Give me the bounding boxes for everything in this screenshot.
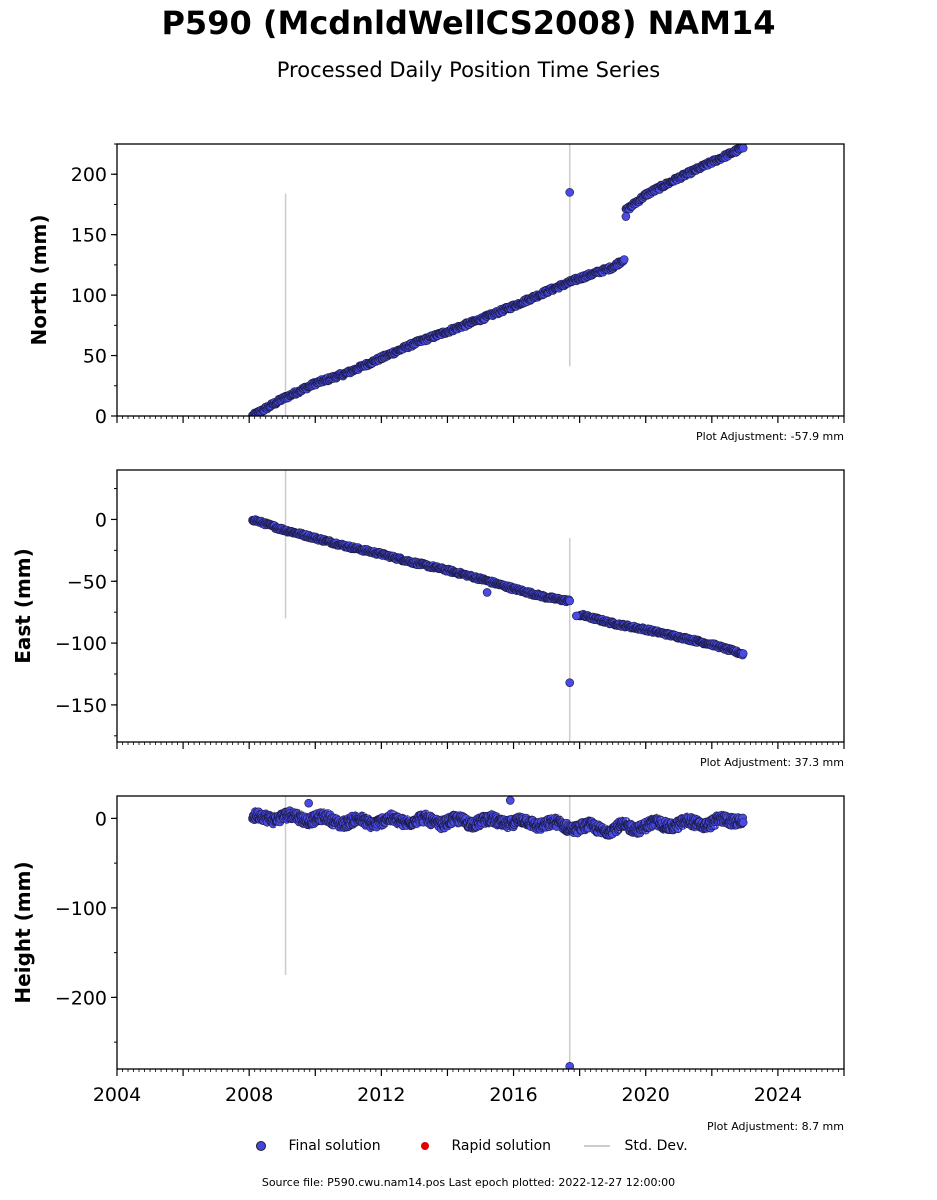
legend-rapid-marker [421,1142,429,1150]
legend-stddev-label: Std. Dev. [624,1138,688,1154]
chart-title: P590 (McdnldWellCS2008) NAM14 [161,4,776,42]
legend-final-marker [256,1141,266,1151]
x-tick-label: 2024 [754,1084,802,1106]
legend-rapid: Rapid solution [421,1138,551,1154]
y-tick-label: 0 [95,808,107,830]
y-axis-label: Height (mm) [11,861,35,1003]
panel-0: 0 50 100 150 200 North (mm) Plot Adjustment: -… [27,143,845,443]
x-tick-label: 2016 [489,1084,537,1106]
axes-frame [116,795,845,1070]
y-tick-label: −200 [55,987,107,1009]
outlier-point [621,212,631,221]
outlier-point [304,798,313,808]
source-footer: Source file: P590.cwu.nam14.pos Last epo… [261,1176,676,1189]
y-axis-label: North (mm) [27,214,51,345]
y-axis-label: East (mm) [11,548,35,664]
final-solution-point [738,649,748,658]
final-solution-point [738,818,748,827]
plot-adjustment: Plot Adjustment: 37.3 mm [700,756,844,769]
outlier-point [482,588,492,597]
y-tick-label: 0 [95,509,107,531]
y-tick-label: −50 [67,571,107,593]
y-tick-label: 50 [83,346,107,368]
y-tick-label: −100 [55,898,107,920]
outlier-point [505,796,515,805]
legend-rapid-label: Rapid solution [451,1138,552,1154]
panel-2: 0 −100 −200 Height (mm) Plot Adjustment: 8.7… [11,795,845,1133]
y-tick-label: −150 [55,695,107,717]
panel-plot-area [248,796,748,1069]
outlier-point [565,1062,575,1069]
y-tick-label: 100 [71,285,107,307]
chart-subtitle: Processed Daily Position Time Series [276,58,661,82]
x-tick-label: 2012 [357,1084,405,1106]
y-tick-label: 0 [95,406,107,428]
panel-plot-area [248,470,748,742]
x-tick-label: 2008 [225,1084,273,1106]
legend-stddev: Std. Dev. [584,1138,688,1154]
y-tick-label: −100 [55,633,107,655]
axes-frame [116,143,845,417]
panel-plot-area [248,144,748,416]
final-solution-point [619,255,629,264]
outlier-point [565,678,575,687]
outlier-point [572,611,581,621]
y-tick-label: 150 [71,225,107,247]
axes-frame [116,469,845,743]
x-tick-label: 2020 [622,1084,670,1106]
plot-adjustment: Plot Adjustment: 8.7 mm [707,1120,844,1133]
legend-stddev-line [584,1145,610,1147]
outlier-point [565,188,575,197]
final-solution-point [738,144,748,153]
y-tick-label: 200 [71,164,107,186]
x-tick-label: 2004 [93,1084,141,1106]
legend-final-label: Final solution [288,1138,381,1154]
panel-1: 0 −50 −100 −150 East (mm) Plot Adjustment: 37… [11,469,845,769]
plot-adjustment: Plot Adjustment: -57.9 mm [696,430,844,443]
final-solution-point [565,596,575,606]
legend-final: Final solution [256,1138,381,1154]
